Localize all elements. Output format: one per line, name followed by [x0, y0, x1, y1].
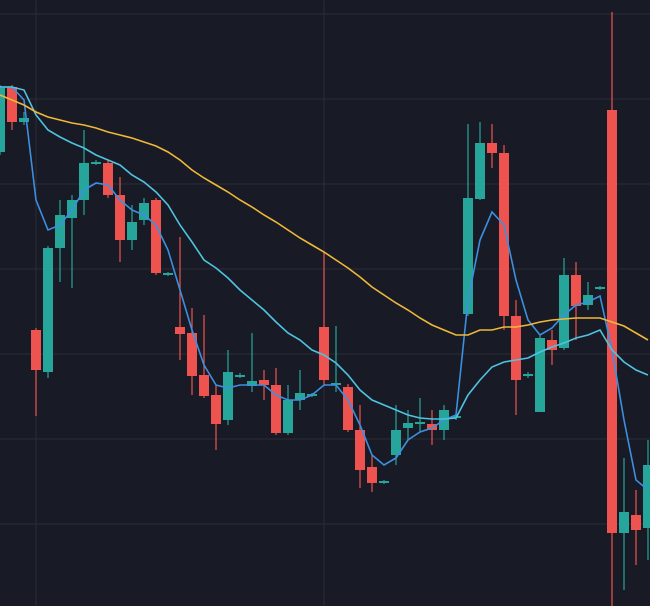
candle-body: [223, 372, 233, 420]
candle-body: [463, 198, 473, 314]
candle-body: [43, 248, 53, 372]
candle-body: [151, 200, 161, 273]
candle-body: [0, 88, 5, 152]
moving-average-line: [0, 86, 649, 491]
candle-body: [127, 222, 137, 240]
candle-body: [571, 275, 581, 306]
candle-body: [547, 340, 557, 350]
candle-body: [631, 515, 641, 530]
candle-body: [343, 387, 353, 430]
candle-body: [415, 422, 425, 424]
moving-average-line: [0, 86, 649, 420]
candle-body: [403, 423, 413, 428]
candle-body: [283, 400, 293, 433]
candle-body: [31, 330, 41, 370]
candle-body: [367, 467, 377, 483]
candle-body: [619, 512, 629, 533]
candle-body: [271, 385, 281, 433]
candle-body: [139, 203, 149, 220]
candle-body: [475, 143, 485, 199]
candle-body: [235, 375, 245, 377]
candle-body: [643, 465, 650, 528]
candle-body: [379, 481, 389, 483]
candle-body: [535, 338, 545, 412]
candle-body: [91, 162, 101, 164]
candle-body: [259, 380, 269, 385]
candle-body: [355, 430, 365, 470]
candle-body: [115, 195, 125, 240]
candle-body: [487, 143, 497, 153]
candle-body: [7, 87, 17, 122]
candle-body: [295, 393, 305, 400]
candle-body: [211, 395, 221, 424]
candle-body: [55, 215, 65, 248]
candle-body: [79, 163, 89, 200]
candle-body: [163, 273, 173, 275]
moving-average-line: [0, 94, 649, 341]
candle-body: [511, 316, 521, 380]
candle-body: [331, 383, 341, 385]
candle-body: [427, 424, 437, 430]
candle-body: [103, 163, 113, 195]
candle-body: [187, 333, 197, 376]
candle-body: [199, 375, 209, 396]
candle-body: [319, 327, 329, 380]
candle-body: [19, 118, 29, 122]
candle-body: [499, 153, 509, 316]
candle-body: [247, 381, 257, 386]
candle-body: [391, 430, 401, 455]
candle-body: [559, 275, 569, 348]
candle-body: [595, 287, 605, 289]
candle-body: [583, 295, 593, 305]
candle-body: [175, 327, 185, 334]
candle-body: [523, 374, 533, 376]
